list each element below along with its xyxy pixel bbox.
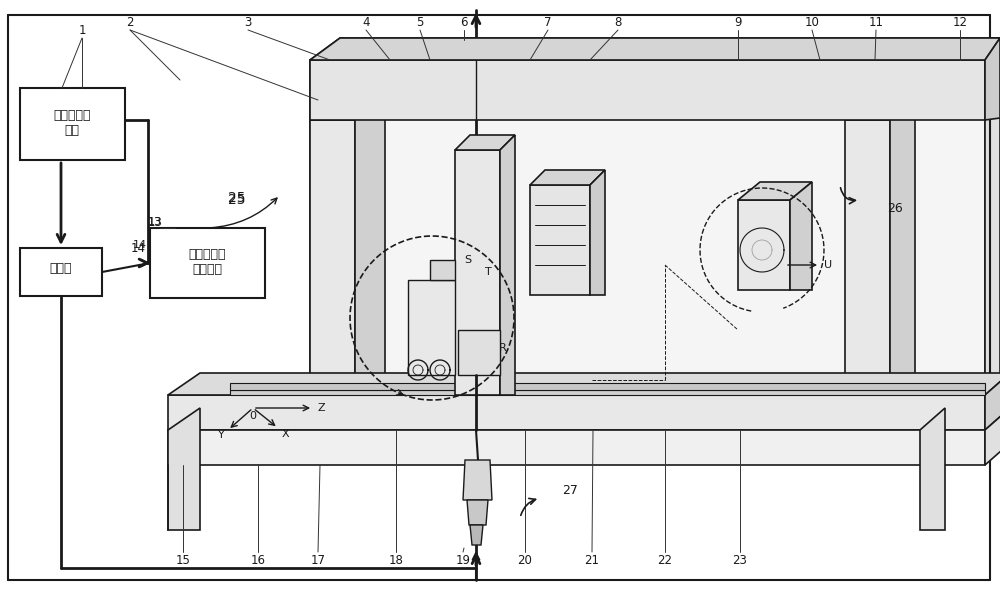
Polygon shape xyxy=(463,460,492,500)
Polygon shape xyxy=(355,98,385,430)
Polygon shape xyxy=(530,185,590,295)
Text: S: S xyxy=(464,255,472,265)
Polygon shape xyxy=(845,120,890,430)
Text: 11: 11 xyxy=(868,15,884,28)
Polygon shape xyxy=(470,525,483,545)
Text: 14: 14 xyxy=(133,240,147,250)
Polygon shape xyxy=(738,200,790,290)
Text: 27: 27 xyxy=(562,484,578,497)
Polygon shape xyxy=(455,150,500,395)
Text: 理器: 理器 xyxy=(65,124,80,137)
Text: 15: 15 xyxy=(176,554,190,567)
Polygon shape xyxy=(20,88,125,160)
Polygon shape xyxy=(150,228,265,298)
Text: 4: 4 xyxy=(362,15,370,28)
Polygon shape xyxy=(310,60,985,430)
Polygon shape xyxy=(310,98,385,120)
Polygon shape xyxy=(168,430,985,465)
Polygon shape xyxy=(467,500,488,525)
Text: 3: 3 xyxy=(244,15,252,28)
Text: 6: 6 xyxy=(460,15,468,28)
Polygon shape xyxy=(790,182,812,290)
Polygon shape xyxy=(230,383,985,390)
Polygon shape xyxy=(310,60,985,120)
Text: 26: 26 xyxy=(887,201,903,214)
Text: Y: Y xyxy=(218,430,224,440)
Text: 5: 5 xyxy=(416,15,424,28)
Polygon shape xyxy=(230,390,985,395)
Polygon shape xyxy=(310,38,1000,60)
Text: 9: 9 xyxy=(734,15,742,28)
Text: 17: 17 xyxy=(311,554,326,567)
Polygon shape xyxy=(20,248,102,296)
Polygon shape xyxy=(920,408,945,530)
Polygon shape xyxy=(530,170,605,185)
Text: 19: 19 xyxy=(456,554,471,567)
Polygon shape xyxy=(985,38,1000,430)
Text: 16: 16 xyxy=(251,554,266,567)
Text: 0: 0 xyxy=(250,411,257,421)
Text: 2: 2 xyxy=(126,15,134,28)
Polygon shape xyxy=(168,373,1000,395)
Polygon shape xyxy=(458,330,500,375)
Text: 控制器: 控制器 xyxy=(50,262,72,274)
Polygon shape xyxy=(310,38,1000,60)
Polygon shape xyxy=(455,135,515,150)
Text: Z: Z xyxy=(317,403,325,413)
Text: 数调整器: 数调整器 xyxy=(192,263,222,276)
Text: 焊接工艺参: 焊接工艺参 xyxy=(188,247,226,260)
Polygon shape xyxy=(845,98,915,120)
Text: 13: 13 xyxy=(148,217,162,227)
Polygon shape xyxy=(590,170,605,295)
Polygon shape xyxy=(168,408,200,530)
Polygon shape xyxy=(738,182,812,200)
Text: 1: 1 xyxy=(78,24,86,37)
Polygon shape xyxy=(430,260,455,280)
Polygon shape xyxy=(310,120,355,430)
Polygon shape xyxy=(408,280,455,375)
Text: 22: 22 xyxy=(658,554,672,567)
Text: X: X xyxy=(281,429,289,439)
Polygon shape xyxy=(500,135,515,395)
Text: 20: 20 xyxy=(518,554,532,567)
Text: 13: 13 xyxy=(148,216,162,229)
Polygon shape xyxy=(890,98,915,430)
Polygon shape xyxy=(985,373,1000,430)
Text: 18: 18 xyxy=(389,554,403,567)
Text: 8: 8 xyxy=(614,15,622,28)
Polygon shape xyxy=(985,38,1000,120)
Polygon shape xyxy=(985,408,1000,465)
Text: 14: 14 xyxy=(131,241,146,254)
Polygon shape xyxy=(168,395,985,430)
Text: 10: 10 xyxy=(805,15,819,28)
Text: R: R xyxy=(499,343,507,353)
Text: 图像数据处: 图像数据处 xyxy=(53,108,91,121)
Text: 25: 25 xyxy=(228,191,246,205)
Text: 7: 7 xyxy=(544,15,552,28)
Text: U: U xyxy=(824,260,832,270)
Text: 21: 21 xyxy=(584,554,600,567)
Text: 23: 23 xyxy=(733,554,747,567)
Text: 25: 25 xyxy=(228,193,246,207)
Text: 12: 12 xyxy=(952,15,967,28)
Text: T: T xyxy=(485,267,491,277)
